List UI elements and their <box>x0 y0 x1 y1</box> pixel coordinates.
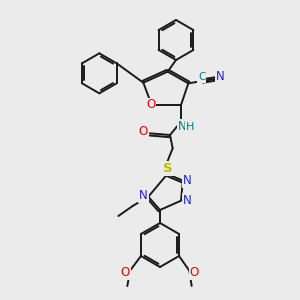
Text: H: H <box>186 122 194 132</box>
Text: N: N <box>183 174 192 187</box>
Text: O: O <box>146 98 155 112</box>
Text: N: N <box>178 120 186 133</box>
Text: N: N <box>216 70 224 83</box>
Text: O: O <box>190 266 199 279</box>
Text: N: N <box>183 194 191 207</box>
Text: N: N <box>139 189 148 202</box>
Text: O: O <box>138 125 148 138</box>
Text: O: O <box>120 266 130 279</box>
Text: S: S <box>163 162 172 175</box>
Text: C: C <box>198 72 206 82</box>
